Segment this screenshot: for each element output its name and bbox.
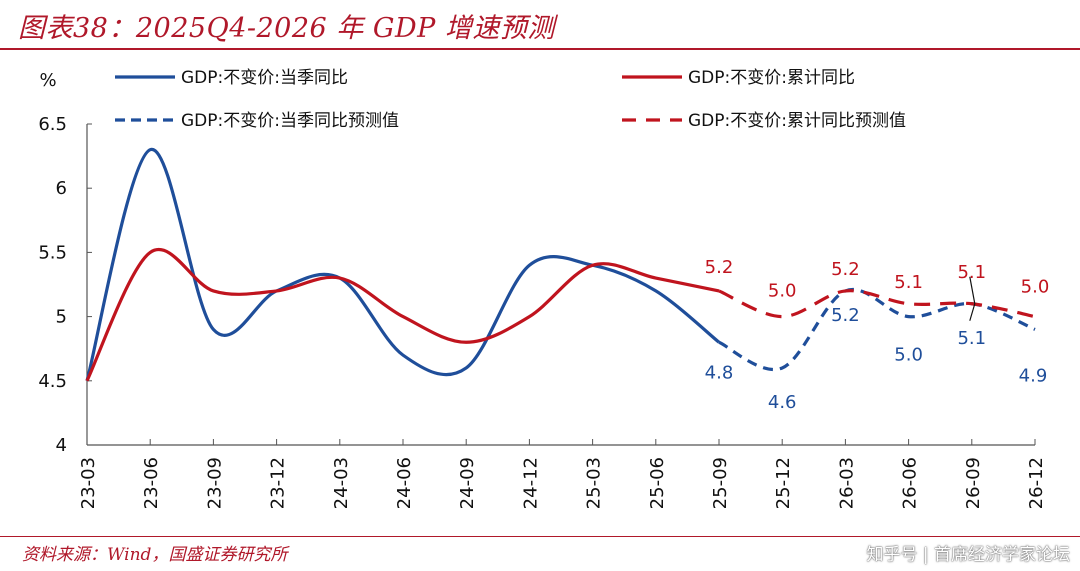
data-label-cumulative: 5.0 <box>1021 277 1050 298</box>
legend-label: GDP:不变价:累计同比 <box>688 68 855 88</box>
x-tick-label: 24-12 <box>520 457 541 509</box>
x-tick-label: 26-12 <box>1026 457 1047 509</box>
data-label-cumulative: 5.1 <box>957 262 986 283</box>
data-label-quarterly: 4.6 <box>768 392 797 413</box>
x-tick-label: 26-09 <box>963 457 984 509</box>
x-tick-label: 26-03 <box>836 457 857 509</box>
series-line-4 <box>718 289 1036 319</box>
x-tick-label: 23-03 <box>78 457 99 509</box>
legend-label: GDP:不变价:累计同比预测值 <box>688 111 906 131</box>
y-tick-label: 6 <box>56 178 67 199</box>
data-label-quarterly: 5.2 <box>831 305 860 326</box>
data-label-quarterly: 4.9 <box>1019 365 1048 386</box>
data-label-quarterly: 5.1 <box>957 328 986 349</box>
series-line-2 <box>85 248 720 382</box>
x-tick-label: 24-06 <box>394 457 415 509</box>
legend-label: GDP:不变价:当季同比 <box>181 68 348 88</box>
source-note: 资料来源：Wind，国盛证券研究所 <box>22 545 288 565</box>
data-label-cumulative: 5.2 <box>705 257 734 278</box>
data-labels: 4.8 4.6 5.2 5.0 5.1 4.9 5.2 5.0 5.2 5.1 5.1 5.0 <box>705 257 1050 413</box>
source-divider <box>0 536 1080 537</box>
data-label-cumulative: 5.2 <box>831 259 860 280</box>
series-line-3 <box>718 287 1036 372</box>
x-tick-label: 23-09 <box>204 457 225 509</box>
data-label-cumulative: 5.0 <box>768 281 797 302</box>
legend: GDP:不变价:当季同比 GDP:不变价:累计同比 GDP:不变价:当季同比预测值 G… <box>115 68 906 131</box>
x-tick-label: 24-03 <box>331 457 352 509</box>
x-tick-label: 23-06 <box>141 457 162 509</box>
chart-title: 图表38：2025Q4-2026 年 GDP 增速预测 <box>18 13 555 44</box>
title-divider <box>0 48 1080 50</box>
y-tick-label: 6.5 <box>38 114 67 135</box>
y-tick-label: 4.5 <box>38 371 67 392</box>
legend-label: GDP:不变价:当季同比预测值 <box>181 111 399 131</box>
data-label-quarterly: 5.0 <box>894 345 923 366</box>
y-tick-label: 5.5 <box>38 242 67 263</box>
watermark: 知乎号 | 首席经济学家论坛 <box>866 545 1070 565</box>
x-tick-label: 25-03 <box>584 457 605 509</box>
data-label-cumulative: 5.1 <box>894 272 923 293</box>
x-tick-label: 24-09 <box>457 457 478 509</box>
y-tick-label: 5 <box>56 307 67 328</box>
series-group <box>85 148 1036 382</box>
label-leader-line <box>969 276 976 321</box>
x-tick-label: 25-09 <box>710 457 731 509</box>
x-tick-label: 23-12 <box>268 457 289 509</box>
y-axis-unit: % <box>39 70 56 91</box>
data-label-quarterly: 4.8 <box>705 362 734 383</box>
x-tick-label: 26-06 <box>900 457 921 509</box>
axes: 4 4.5 5 5.5 6 6.5% 23-03 23-06 23-09 23-12 24-03 24… <box>38 70 1047 509</box>
x-tick-label: 25-06 <box>647 457 668 509</box>
y-tick-label: 4 <box>56 435 67 456</box>
x-tick-label: 25-12 <box>773 457 794 509</box>
